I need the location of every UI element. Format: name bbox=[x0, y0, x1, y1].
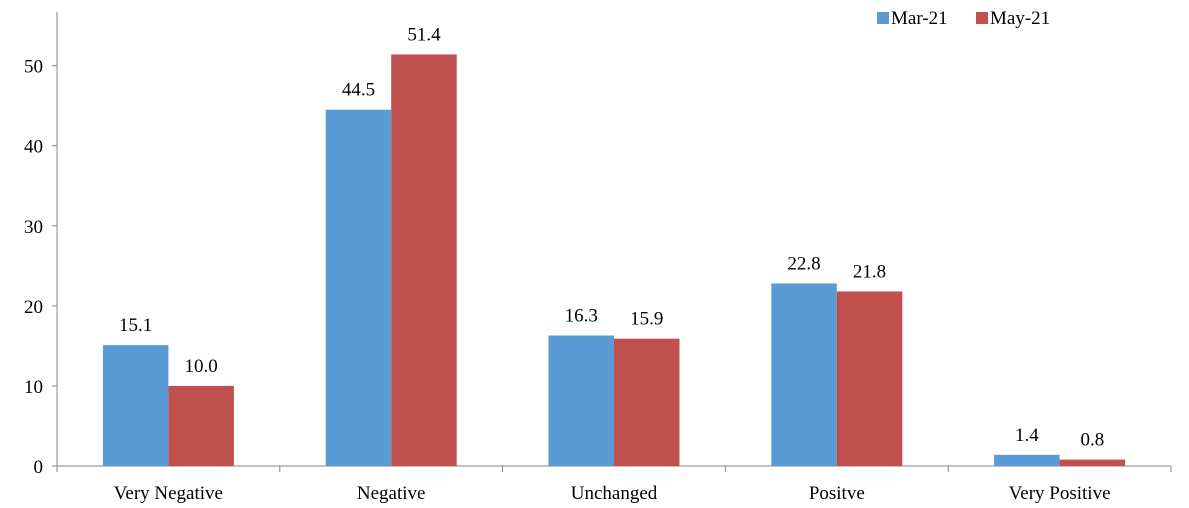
data-label-mar-21-negative: 44.5 bbox=[342, 80, 375, 101]
bar-may-21-very-negative bbox=[168, 385, 234, 466]
y-tick-label: 50 bbox=[24, 57, 43, 78]
data-label-may-21-unchanged: 15.9 bbox=[630, 309, 663, 330]
legend: Mar-21 May-21 bbox=[877, 8, 1050, 29]
bars bbox=[102, 54, 1126, 467]
x-category-label: Unchanged bbox=[571, 483, 658, 504]
y-tick-label: 10 bbox=[24, 377, 43, 398]
x-axis-ticks: Very Negative Negative Unchanged Positve Ver… bbox=[56, 466, 1172, 504]
bar-mar-21-positve bbox=[771, 283, 837, 466]
x-category-label: Negative bbox=[357, 483, 426, 504]
y-tick-label: 0 bbox=[34, 457, 44, 478]
data-label-may-21-negative: 51.4 bbox=[407, 24, 441, 45]
bar-may-21-positve bbox=[836, 291, 903, 466]
data-label-may-21-very-negative: 10.0 bbox=[185, 356, 218, 377]
legend-label-may-21: May-21 bbox=[990, 8, 1050, 29]
bar-mar-21-very-positive bbox=[994, 454, 1060, 466]
y-tick-label: 20 bbox=[24, 297, 43, 318]
bar-mar-21-unchanged bbox=[548, 335, 614, 466]
bar-may-21-very-positive bbox=[1059, 459, 1126, 466]
legend-swatch-may-21 bbox=[976, 12, 988, 24]
data-label-may-21-very-positive: 0.8 bbox=[1080, 430, 1104, 451]
data-label-mar-21-positve: 22.8 bbox=[787, 253, 820, 274]
x-category-label: Very Positive bbox=[1009, 483, 1111, 504]
x-category-label: Positve bbox=[809, 483, 865, 504]
data-labels: 15.1 44.5 16.3 22.8 1.4 10.0 51.4 15.9 21.8 0.8 bbox=[119, 24, 1104, 450]
x-category-label: Very Negative bbox=[114, 483, 223, 504]
bar-may-21-unchanged bbox=[614, 338, 680, 466]
bar-may-21-negative bbox=[391, 54, 457, 467]
bar-mar-21-negative bbox=[325, 109, 392, 466]
legend-swatch-mar-21 bbox=[877, 12, 889, 24]
data-label-mar-21-unchanged: 16.3 bbox=[565, 305, 598, 326]
y-tick-label: 40 bbox=[24, 137, 43, 158]
data-label-mar-21-very-negative: 15.1 bbox=[119, 315, 152, 336]
bar-mar-21-very-negative bbox=[102, 345, 169, 466]
data-label-mar-21-very-positive: 1.4 bbox=[1015, 425, 1039, 446]
data-label-may-21-positve: 21.8 bbox=[853, 261, 886, 282]
y-tick-label: 30 bbox=[24, 217, 43, 238]
legend-label-mar-21: Mar-21 bbox=[891, 8, 948, 29]
y-axis-ticks: 0 10 20 30 40 50 bbox=[24, 57, 57, 478]
